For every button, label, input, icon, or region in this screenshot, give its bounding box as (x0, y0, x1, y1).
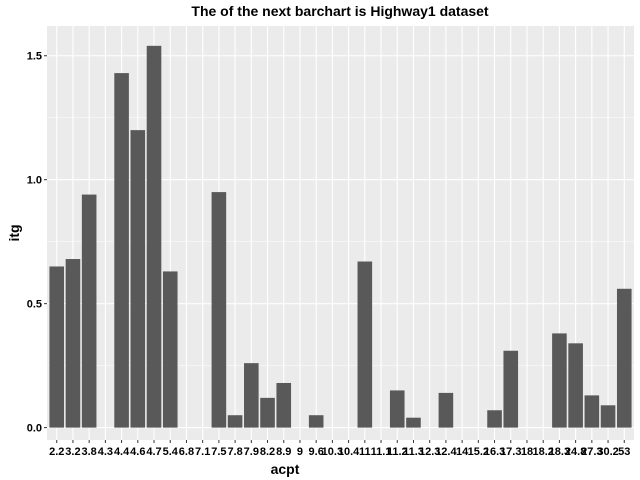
y-tick-label: 0.5 (27, 299, 42, 311)
x-tick-label: 15.2 (468, 446, 489, 458)
x-tick-label: 10.4 (338, 446, 360, 458)
bar (227, 415, 243, 428)
x-tick-label: 18 (521, 446, 533, 458)
x-tick-label: 3.2 (65, 446, 80, 458)
x-tick-label: 17.3 (500, 446, 521, 458)
x-tick-label: 9.6 (309, 446, 324, 458)
bar (600, 405, 616, 428)
x-tick-label: 4.6 (130, 446, 145, 458)
bar (81, 194, 97, 428)
x-tick-label: 11.1 (371, 446, 392, 458)
x-tick-label: 14 (456, 446, 469, 458)
x-tick-label: 4.3 (98, 446, 113, 458)
x-tick-label: 12.3 (419, 446, 440, 458)
bar (260, 397, 275, 428)
bar (244, 363, 259, 428)
bar (357, 261, 373, 428)
chart-title: The of the next barchart is Highway1 dat… (191, 3, 489, 19)
x-tick-label: 3.8 (82, 446, 97, 458)
bar (49, 266, 65, 428)
y-tick-label: 1.0 (27, 175, 42, 187)
x-tick-label: 24.8 (565, 446, 586, 458)
bar (211, 192, 227, 428)
bar (130, 130, 146, 428)
bar (65, 259, 81, 428)
x-tick-label: 7.1 (195, 446, 210, 458)
bar (616, 288, 632, 428)
bar (389, 390, 405, 428)
y-tick-label: 1.5 (27, 51, 42, 63)
bars (49, 45, 632, 428)
x-tick-label: 11.2 (387, 446, 408, 458)
x-tick-label: 8.2 (260, 446, 275, 458)
x-axis-ticks: 2.2 3.2 3.8 4.3 4.4 4.6 4.7 5.4 6.8 7.1 7.5 7.8 7.9 8… (49, 440, 630, 458)
x-tick-label: 8.9 (276, 446, 291, 458)
y-tick-label: 0.0 (27, 423, 42, 435)
bar (584, 395, 600, 428)
x-tick-label: 2.2 (49, 446, 64, 458)
bar (487, 410, 502, 428)
x-tick-label: 9 (297, 446, 303, 458)
x-tick-label: 53 (618, 446, 630, 458)
y-axis-title: itg (6, 224, 22, 241)
y-axis-ticks: 0.0 0.5 1.0 1.5 (27, 51, 47, 435)
bar (568, 343, 583, 428)
x-tick-label: 11 (359, 446, 371, 458)
bar (114, 73, 129, 428)
x-tick-label: 7.5 (211, 446, 226, 458)
x-tick-label: 5.4 (163, 446, 179, 458)
x-tick-label: 10.3 (322, 446, 343, 458)
x-tick-label: 12.4 (435, 446, 457, 458)
x-tick-label: 6.8 (179, 446, 194, 458)
x-tick-label: 7.8 (227, 446, 242, 458)
bar (146, 45, 162, 428)
bar (503, 350, 519, 428)
x-tick-label: 27.3 (581, 446, 602, 458)
x-axis-title: acpt (271, 461, 300, 477)
x-tick-label: 16.3 (484, 446, 505, 458)
x-tick-label: 4.4 (114, 446, 130, 458)
bar (552, 333, 567, 428)
x-tick-label: 18.3 (549, 446, 570, 458)
x-tick-label: 11.3 (403, 446, 424, 458)
x-tick-label: 30.2 (597, 446, 618, 458)
x-tick-label: 18.2 (532, 446, 553, 458)
bar (308, 415, 324, 428)
bar (276, 382, 292, 428)
bar (406, 417, 421, 428)
x-tick-label: 7.9 (244, 446, 259, 458)
x-tick-label: 4.7 (146, 446, 161, 458)
bar (162, 271, 178, 428)
bar (438, 392, 454, 428)
